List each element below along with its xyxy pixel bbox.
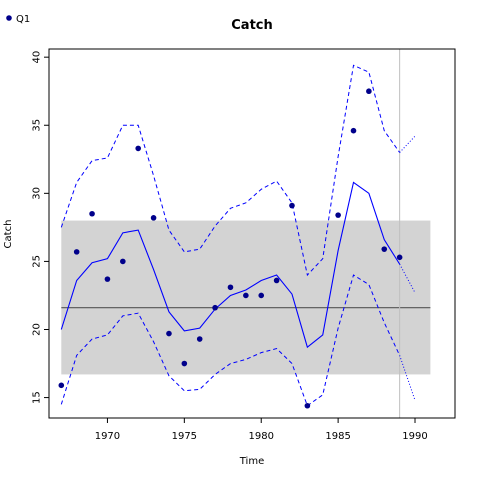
data-point — [120, 258, 126, 265]
data-point — [381, 246, 388, 252]
data-point — [166, 330, 172, 337]
x-axis-title: Time — [239, 456, 264, 467]
data-point — [396, 254, 403, 261]
legend: Q1 — [6, 14, 30, 25]
y-tick-label: 20 — [32, 323, 43, 336]
data-point — [258, 292, 265, 299]
reference-lines-layer — [61, 49, 431, 418]
data-point — [243, 292, 249, 299]
data-point — [89, 210, 95, 217]
y-axis: 15 20 25 30 35 40 — [31, 51, 49, 404]
data-point — [350, 127, 357, 134]
y-tick-label: 40 — [32, 51, 43, 64]
observed-points-layer — [58, 88, 403, 409]
y-tick-label: 30 — [32, 187, 43, 200]
data-point — [73, 249, 80, 255]
data-point — [212, 304, 218, 311]
fitted-upper-line — [60, 64, 401, 277]
data-point — [181, 360, 188, 367]
data-point — [289, 202, 295, 209]
x-axis: 1970 1975 1980 1985 1990 — [95, 418, 428, 442]
x-tick-label: 1980 — [249, 431, 274, 442]
x-tick-label: 1975 — [172, 431, 197, 442]
data-point — [135, 145, 141, 152]
data-point — [335, 212, 341, 218]
series-layer — [60, 64, 416, 407]
forecast-line — [399, 263, 416, 293]
data-point — [150, 215, 157, 221]
data-point — [196, 336, 203, 342]
x-tick-label: 1990 — [402, 431, 427, 442]
data-point — [227, 284, 234, 291]
forecast-lower-line — [399, 355, 416, 401]
forecast-upper-line — [399, 135, 416, 153]
data-point — [104, 276, 111, 282]
y-tick-label: 35 — [31, 119, 42, 132]
data-point — [304, 402, 311, 409]
data-point — [58, 382, 65, 389]
fitted-lower-line — [60, 274, 401, 407]
y-tick-label: 25 — [32, 255, 43, 268]
legend-label-q1: Q1 — [16, 14, 30, 25]
fitted-line — [60, 181, 401, 349]
x-tick-label: 1970 — [95, 431, 120, 442]
plot-frame — [48, 48, 456, 419]
y-axis-title: Catch — [3, 220, 14, 249]
data-point — [366, 88, 372, 95]
y-tick-label: 15 — [32, 391, 43, 404]
x-tick-label: 1985 — [325, 431, 350, 442]
chart-title: Catch — [231, 18, 273, 33]
data-point — [273, 277, 280, 284]
legend-marker-q1 — [6, 15, 12, 21]
